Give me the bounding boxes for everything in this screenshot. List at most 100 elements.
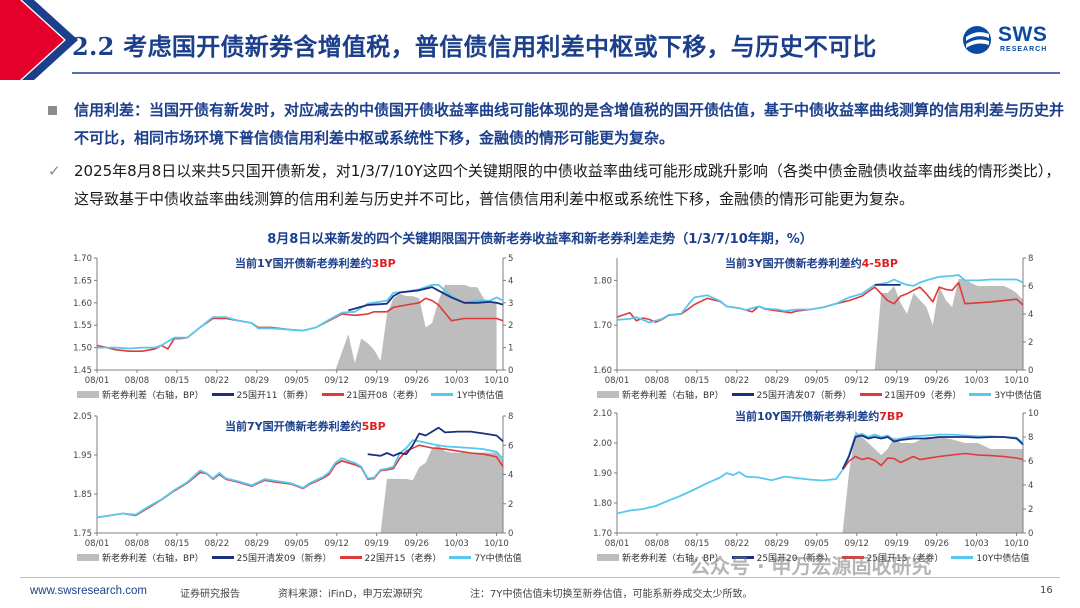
y2-tick-label: 8	[1028, 433, 1033, 443]
y-tick-label: 1.95	[73, 451, 92, 461]
y-tick-label: 1.75	[73, 529, 92, 539]
legend-swatch	[969, 393, 992, 396]
legend-swatch	[449, 556, 472, 559]
y-tick-label: 1.70	[73, 254, 92, 264]
x-tick-label: 09/19	[364, 539, 389, 549]
y2-tick-label: 4	[1028, 481, 1033, 491]
legend-item: 10Y中债估值	[951, 551, 1029, 564]
page-number: 16	[1040, 585, 1053, 596]
y-tick-label: 1.55	[73, 321, 92, 331]
chart-svg: 1.75 1.85 1.95 2.05 0 2 4 6 8 08/01 08/08 08/15 08/2…	[73, 412, 513, 549]
x-tick-label: 09/12	[324, 539, 349, 549]
x-tick-label: 09/05	[805, 376, 830, 386]
legend-swatch	[731, 393, 754, 396]
y-tick-label: 1.60	[73, 299, 92, 309]
y-tick-label: 1.70	[593, 321, 612, 331]
x-tick-label: 10/10	[1004, 376, 1029, 386]
y2-tick-label: 4	[508, 471, 513, 481]
chart-svg: 1.70 1.80 1.90 2.00 2.10 0 2 4 6 8 10 08/01 08/08 08/…	[593, 409, 1039, 549]
y2-tick-label: 4	[1028, 310, 1033, 320]
legend-label: 21国开08（老券）	[346, 391, 424, 401]
x-tick-label: 08/08	[645, 539, 670, 549]
legend-label: 10Y中债估值	[976, 554, 1030, 564]
legend-item: 新老券利差（右轴，BP）	[597, 388, 724, 401]
footer-url-link[interactable]: www.swsresearch.com	[30, 585, 147, 597]
chart-svg: 1.60 1.70 1.80 0 2 4 6 8 08/01 08/08 08/15 08/22 08/…	[593, 254, 1033, 386]
chart-legend: 新老券利差（右轴，BP） 25国开11（新券） 21国开08（老券） 1Y中债估值	[77, 388, 504, 401]
legend-swatch	[77, 391, 99, 398]
legend-item: 21国开09（老券）	[859, 388, 962, 401]
legend-item: 新老券利差（右轴，BP）	[77, 551, 204, 564]
x-tick-label: 10/03	[964, 539, 989, 549]
legend-item: 1Y中债估值	[431, 388, 504, 401]
legend-label: 25国开15（老券）	[866, 554, 944, 564]
legend-swatch	[431, 393, 454, 396]
legend-item: 25国开11（新券）	[211, 388, 314, 401]
y2-tick-label: 2	[1028, 338, 1033, 348]
page-title: 2.2 考虑国开债新券含增值税，普信债信用利差中枢或下移，与历史不可比	[72, 32, 877, 61]
valuation-line	[96, 439, 504, 519]
spread-area	[380, 445, 503, 533]
x-tick-label: 08/29	[765, 539, 790, 549]
y2-tick-label: 0	[1028, 529, 1033, 539]
figure-title: 8月8日以来新发的四个关键期限国开债新老券收益率和新老券利差走势（1/3/7/1…	[267, 232, 813, 247]
new-bond-line	[841, 434, 1024, 470]
x-tick-label: 08/08	[125, 539, 150, 549]
y-tick-label: 1.80	[593, 499, 612, 509]
square-bullet-icon	[48, 96, 64, 124]
y-tick-label: 2.05	[73, 412, 92, 422]
y-tick-label: 2.00	[593, 439, 612, 449]
title-bar: 2.2 考虑国开债新券含增值税，普信债信用利差中枢或下移，与历史不可比 SWS …	[0, 0, 1080, 80]
legend-label: 25国开清发07（新券）	[756, 391, 852, 401]
x-tick-label: 08/01	[85, 376, 110, 386]
bullet-text: 信用利差：当国开债有新发时，对应减去的中债国开债收益率曲线可能体现的是含增值税的…	[74, 101, 1065, 147]
spread-area	[335, 284, 497, 370]
legend-label: 3Y中债估值	[994, 391, 1042, 401]
x-tick-label: 09/05	[285, 539, 310, 549]
legend-item: 25国开20（新券）	[731, 551, 834, 564]
sws-logo: SWS RESEARCH	[962, 22, 1062, 58]
y2-tick-label: 1	[508, 344, 513, 354]
chart-annotation: 当前1Y国开债新老券利差约3BP	[235, 257, 396, 270]
chart-annotation: 当前7Y国开债新老券利差约5BP	[225, 420, 386, 433]
new-bond-line	[367, 426, 504, 457]
x-tick-label: 08/01	[605, 539, 630, 549]
valuation-line	[616, 433, 1024, 515]
chart-1y: 1.45 1.50 1.55 1.60 1.65 1.70 0 1 2 3 4 5 08/01 08/08…	[55, 250, 535, 405]
y2-tick-label: 0	[1028, 366, 1033, 376]
x-tick-label: 10/03	[964, 376, 989, 386]
y2-tick-label: 3	[508, 299, 513, 309]
x-tick-label: 08/29	[245, 539, 269, 549]
logo-sub: RESEARCH	[1000, 46, 1048, 53]
legend-label: 22国开15（老券）	[364, 554, 442, 564]
y2-tick-label: 2	[1028, 505, 1033, 515]
footer-divider	[20, 577, 1060, 578]
x-tick-label: 08/08	[645, 376, 670, 386]
x-tick-label: 09/19	[364, 376, 389, 386]
legend-swatch	[77, 554, 99, 561]
x-tick-label: 09/05	[805, 539, 830, 549]
legend-swatch	[951, 556, 974, 559]
x-tick-label: 09/12	[844, 376, 869, 386]
y-tick-label: 1.65	[73, 276, 92, 286]
logo-name: SWS	[998, 23, 1048, 46]
x-tick-label: 09/26	[404, 376, 429, 386]
chart-svg: 1.45 1.50 1.55 1.60 1.65 1.70 0 1 2 3 4 5 08/01 08/08…	[73, 254, 513, 386]
chart-10y: 1.70 1.80 1.90 2.00 2.10 0 2 4 6 8 10 08/01 08/08 08/…	[575, 405, 1055, 568]
bullet-text: 2025年8月8日以来共5只国开债新发，对1/3/7/10Y这四个关键期限的中债…	[74, 162, 1061, 208]
valuation-line	[97, 284, 504, 350]
legend-label: 1Y中债估值	[456, 391, 504, 401]
legend-item: 25国开清发09（新券）	[211, 551, 332, 564]
x-tick-label: 10/03	[444, 376, 469, 386]
x-tick-label: 10/10	[484, 376, 509, 386]
y2-tick-label: 0	[508, 529, 513, 539]
y2-tick-label: 4	[508, 276, 513, 286]
legend-label: 21国开09（老券）	[884, 391, 962, 401]
legend-item: 22国开15（老券）	[339, 551, 442, 564]
x-tick-label: 09/12	[844, 539, 869, 549]
checkmark-icon: ✓	[48, 162, 61, 180]
x-tick-label: 08/22	[205, 539, 230, 549]
x-tick-label: 08/15	[165, 376, 190, 386]
watermark: 公众号 · 申万宏源固收研究	[690, 554, 932, 578]
legend-label: 新老券利差（右轴，BP）	[102, 554, 204, 564]
